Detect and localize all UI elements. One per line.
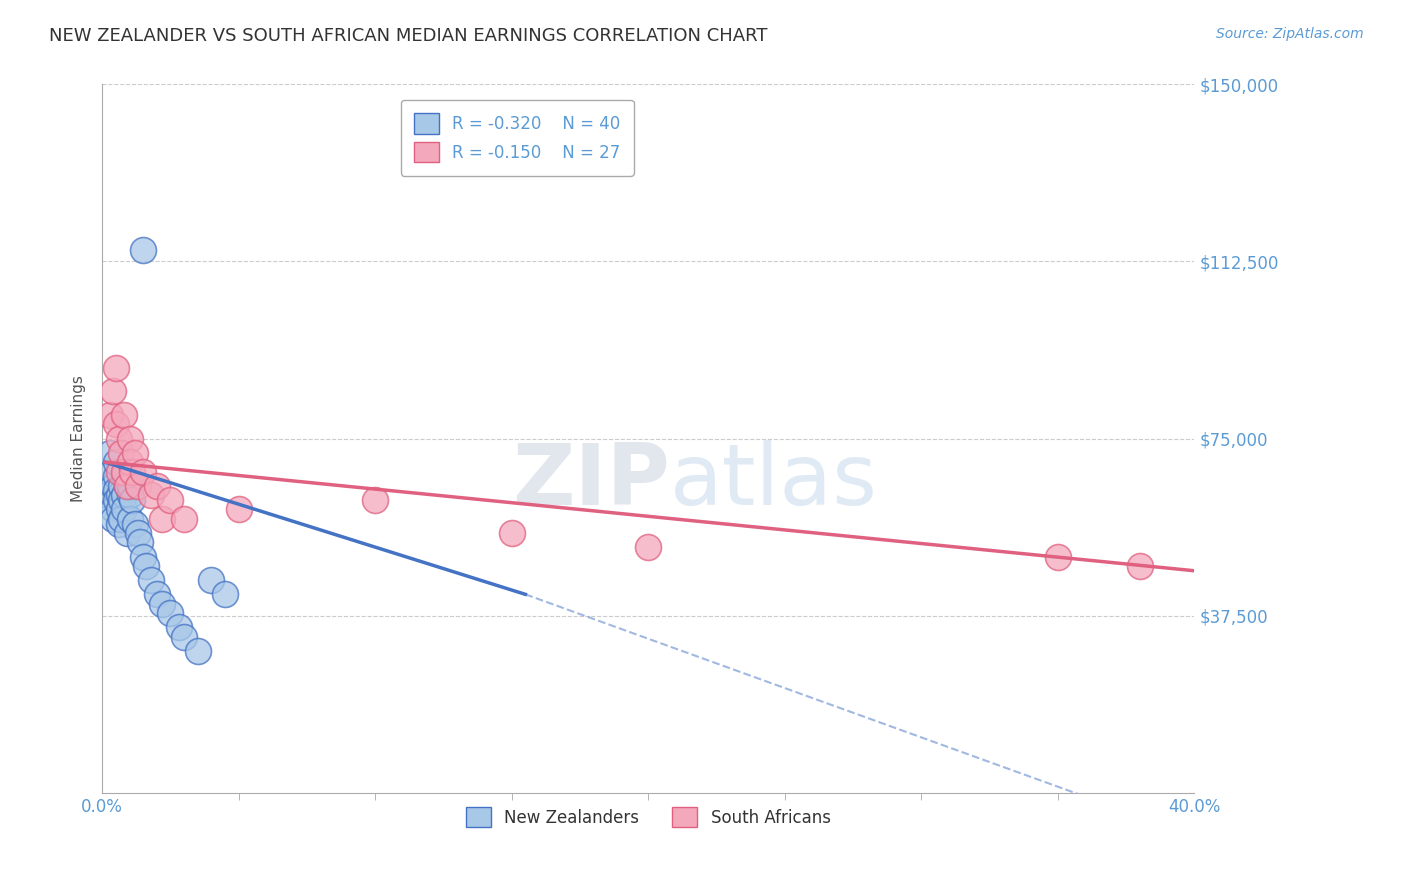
Point (101, 384, 124, 399)
Point (110, 492, 132, 507)
Text: atlas: atlas (671, 440, 879, 523)
Point (101, 479, 124, 493)
Point (118, 512, 141, 526)
Point (141, 573, 163, 587)
Point (141, 488, 163, 502)
Point (104, 417, 127, 432)
Point (173, 512, 195, 526)
Point (104, 469, 127, 483)
Text: NEW ZEALANDER VS SOUTH AFRICAN MEDIAN EARNINGS CORRELATION CHART: NEW ZEALANDER VS SOUTH AFRICAN MEDIAN EA… (49, 27, 768, 45)
Legend: New Zealanders, South Africans: New Zealanders, South Africans (460, 800, 838, 834)
Text: Source: ZipAtlas.com: Source: ZipAtlas.com (1216, 27, 1364, 41)
Point (132, 549, 155, 564)
Point (167, 620, 190, 634)
Point (150, 512, 173, 526)
Point (107, 432, 129, 446)
Point (187, 644, 209, 658)
Point (115, 479, 138, 493)
Point (173, 630, 195, 644)
Point (104, 455, 127, 469)
Point (159, 606, 181, 620)
Point (110, 512, 132, 526)
Point (101, 512, 124, 526)
Point (110, 446, 132, 460)
Point (124, 446, 146, 460)
Point (101, 502, 124, 516)
Point (115, 479, 138, 493)
Point (121, 465, 143, 479)
Y-axis label: Median Earnings: Median Earnings (72, 376, 86, 502)
Point (364, 492, 387, 507)
Point (104, 360, 127, 375)
Point (501, 526, 523, 541)
Text: ZIP: ZIP (512, 440, 671, 523)
Point (228, 502, 250, 516)
Point (127, 479, 149, 493)
Point (200, 573, 222, 587)
Point (124, 516, 146, 531)
Point (100, 408, 122, 422)
Point (107, 502, 129, 516)
Point (97, 488, 120, 502)
Point (107, 516, 129, 531)
Point (110, 479, 132, 493)
Point (127, 526, 149, 541)
Point (129, 535, 152, 549)
Point (118, 479, 141, 493)
Point (121, 492, 143, 507)
Point (107, 465, 129, 479)
Point (112, 502, 135, 516)
Point (146, 587, 169, 601)
Point (118, 455, 141, 469)
Point (118, 488, 141, 502)
Point (104, 483, 127, 498)
Point (104, 492, 127, 507)
Point (118, 432, 141, 446)
Point (100, 446, 122, 460)
Point (112, 465, 135, 479)
Point (112, 408, 135, 422)
Point (132, 243, 155, 257)
Point (637, 540, 659, 554)
Point (1129, 559, 1152, 574)
Point (135, 559, 157, 574)
Point (146, 479, 169, 493)
Point (107, 488, 129, 502)
Point (112, 488, 135, 502)
Point (112, 469, 135, 483)
Point (132, 465, 155, 479)
Point (214, 587, 236, 601)
Point (159, 492, 181, 507)
Point (115, 526, 138, 541)
Point (100, 465, 122, 479)
Point (150, 597, 173, 611)
Point (1046, 549, 1069, 564)
